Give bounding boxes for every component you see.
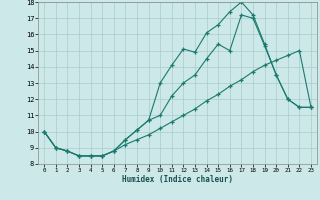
- X-axis label: Humidex (Indice chaleur): Humidex (Indice chaleur): [122, 175, 233, 184]
